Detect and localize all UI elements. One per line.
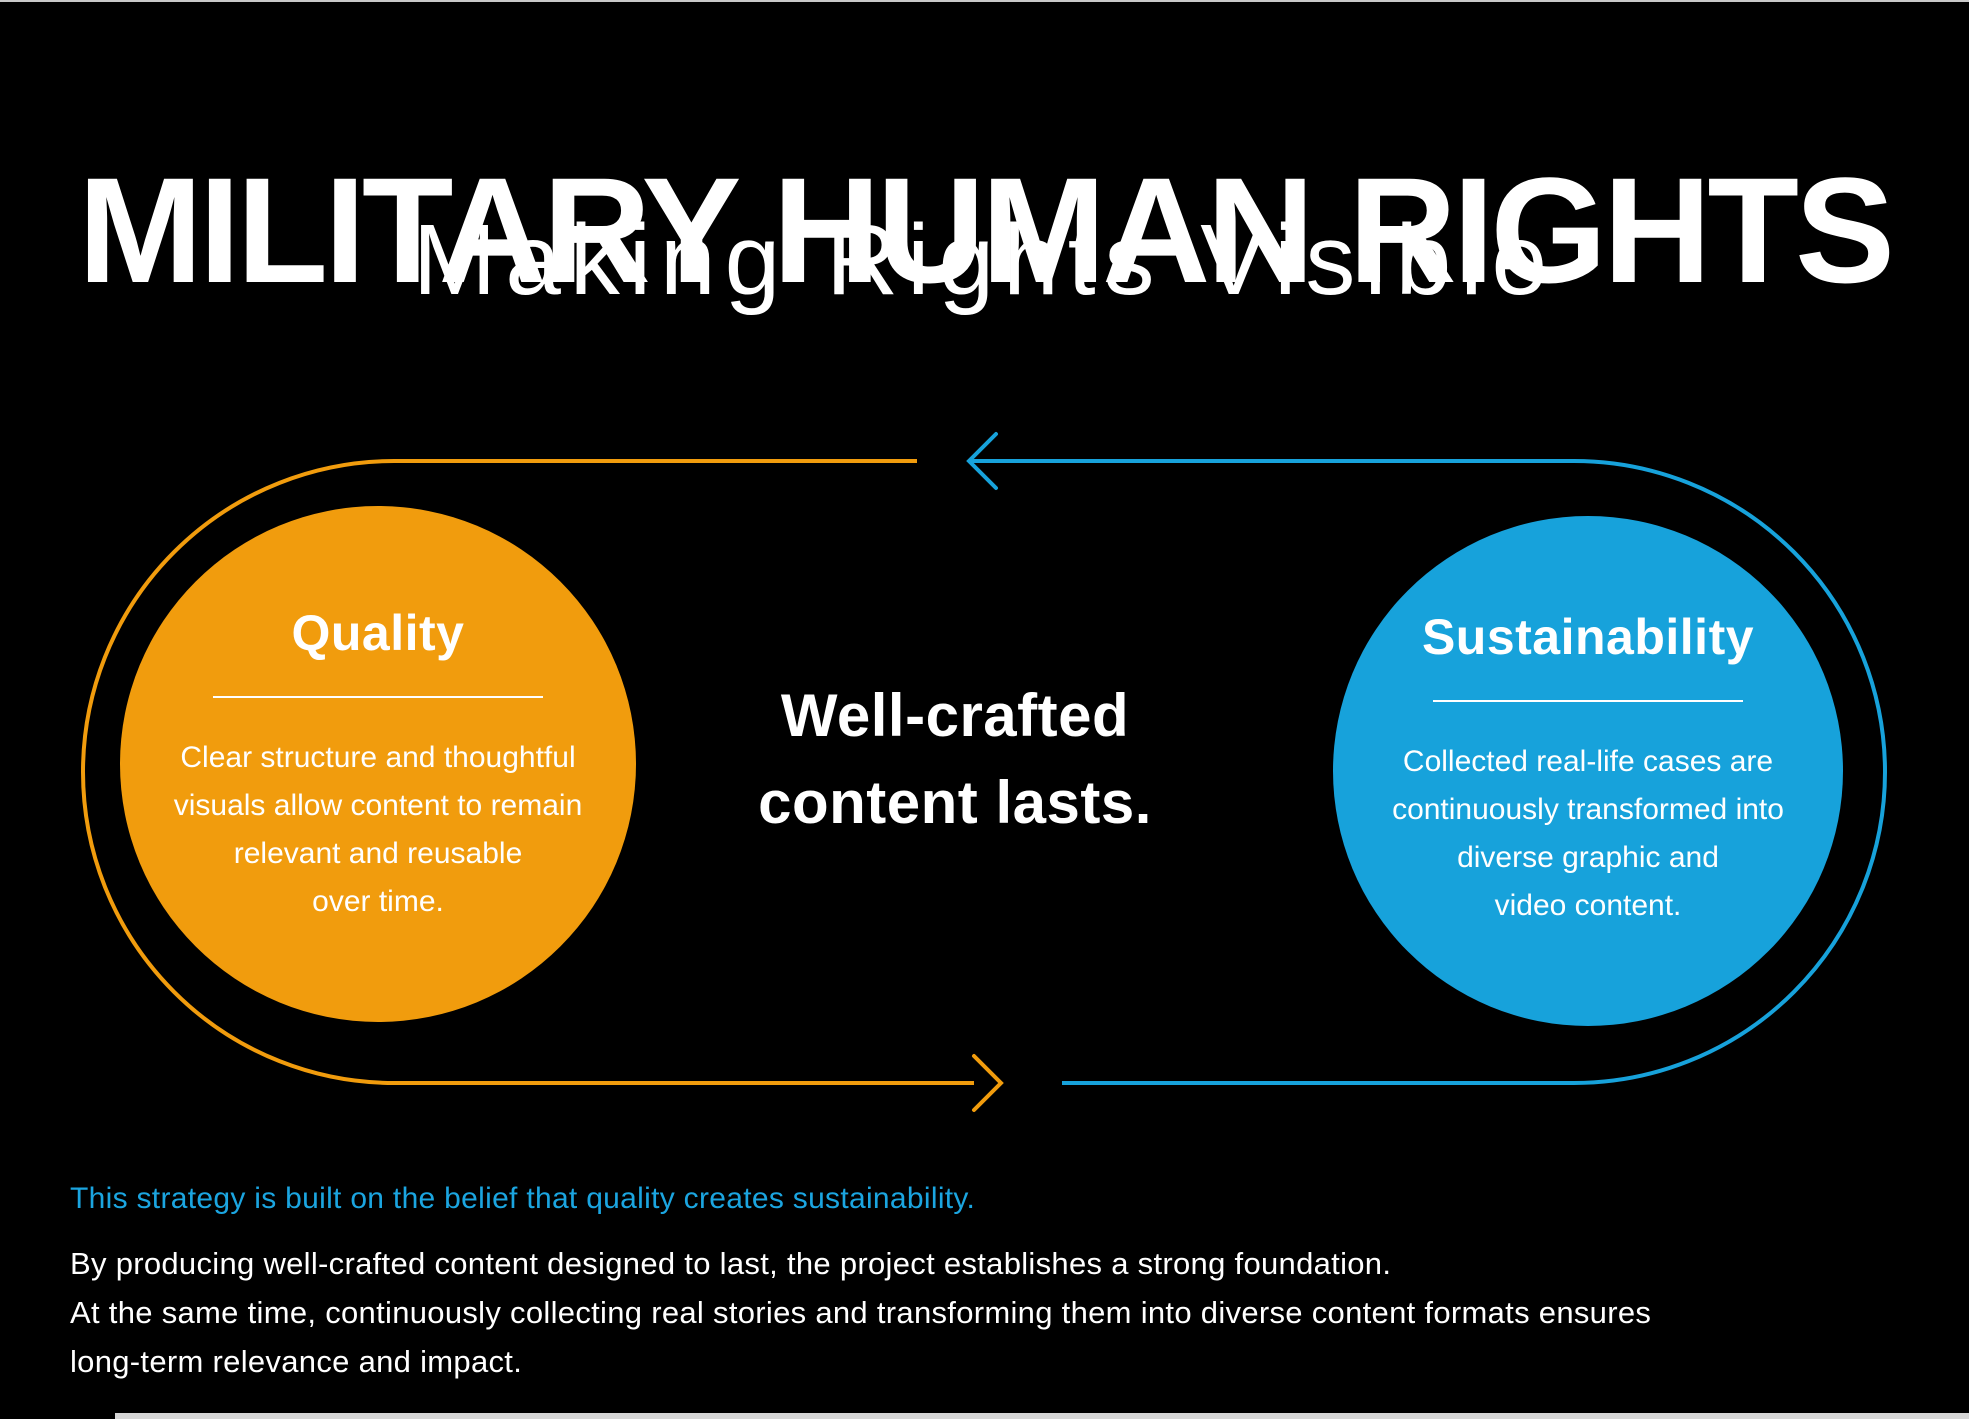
quality-node-title: Quality <box>291 605 465 661</box>
footer-body-paragraph: By producing well-crafted content design… <box>70 1246 1652 1379</box>
quality-node-divider <box>213 696 543 698</box>
sustainability-node-divider <box>1433 700 1743 702</box>
cycle-loop-orange <box>81 459 974 1085</box>
sustainability-node-description: Collected real-life cases are continuous… <box>1392 745 1784 922</box>
top-edge-line <box>0 0 1969 2</box>
sustainability-node: Sustainability Collected real-life cases… <box>1333 516 1843 1026</box>
cycle-center-statement: Well-crafted content lasts. <box>758 682 1152 836</box>
cycle-loop-blue <box>969 459 1887 1085</box>
quality-node: Quality Clear structure and thoughtful v… <box>120 506 636 1022</box>
sustainability-node-title: Sustainability <box>1421 609 1755 665</box>
quality-node-description: Clear structure and thoughtful visuals a… <box>173 741 583 918</box>
arrowhead-right-orange-icon <box>972 1054 1004 1112</box>
page-title: MILITARY HUMAN RIGHTS <box>77 145 1895 314</box>
arrowhead-left-blue-icon <box>966 432 998 490</box>
bottom-edge-strip <box>115 1413 1969 1419</box>
page-subtitle: Making Rights Visible <box>412 204 1557 316</box>
footer-highlight-sentence: This strategy is built on the belief tha… <box>70 1182 976 1215</box>
